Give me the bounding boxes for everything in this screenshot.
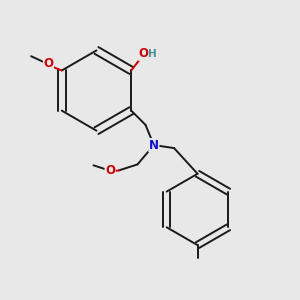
Text: O: O (44, 57, 53, 70)
Text: O: O (139, 47, 149, 60)
Text: N: N (149, 139, 159, 152)
Text: H: H (148, 49, 157, 59)
Text: O: O (105, 164, 115, 177)
